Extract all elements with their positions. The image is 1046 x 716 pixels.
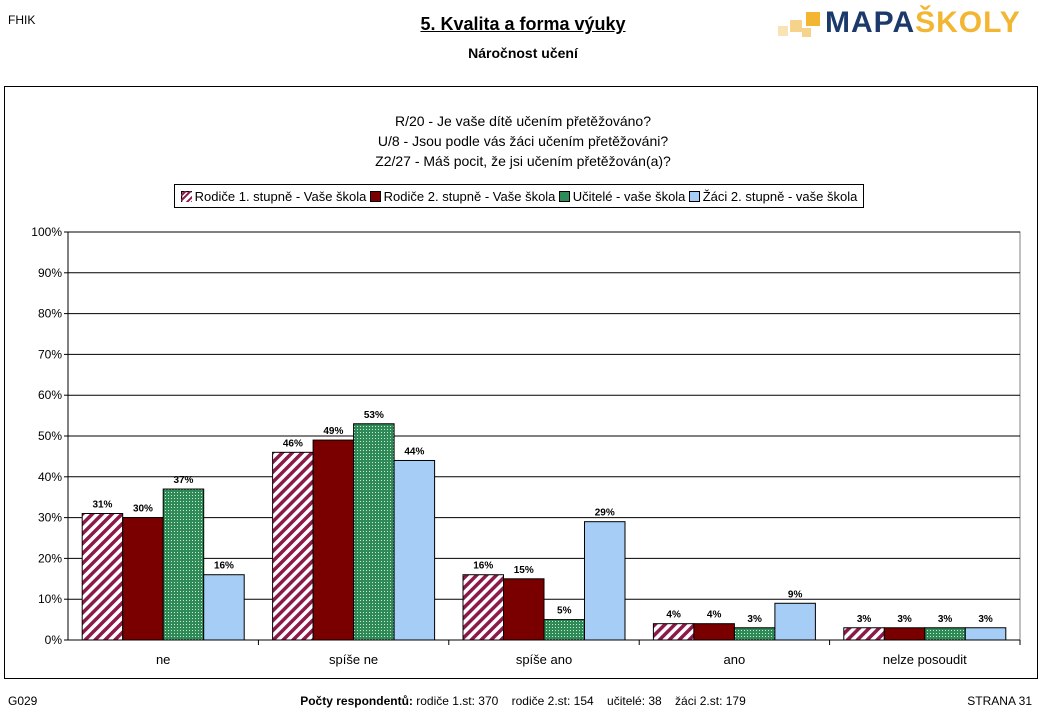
data-label: 4%	[707, 610, 722, 621]
page-number: STRANA 31	[967, 694, 1032, 708]
data-label: 46%	[283, 438, 303, 449]
data-label: 4%	[666, 610, 681, 621]
bar	[883, 627, 926, 641]
data-label: 3%	[978, 614, 993, 625]
chart-frame	[4, 86, 1038, 679]
logo-text-part1: MAPA	[825, 6, 916, 39]
bar	[353, 423, 395, 641]
page-title: 5. Kvalita a forma výuky	[0, 14, 1046, 35]
y-tick-label: 40%	[38, 470, 62, 484]
legend-item: Rodiče 1. stupně - Vaše škola	[180, 188, 367, 204]
data-label: 37%	[173, 475, 193, 486]
legend-label: Učitelé - vaše škola	[572, 188, 686, 204]
chart-title-line-3: Z2/27 - Máš pocit, že jsi učením přetěžo…	[375, 153, 671, 169]
bar	[162, 488, 205, 641]
logo-square-icon	[778, 26, 788, 36]
y-tick-label: 20%	[38, 551, 62, 565]
y-tick-label: 10%	[38, 592, 62, 606]
logo-square-icon	[806, 12, 820, 26]
bar	[693, 623, 735, 641]
legend-swatch-dotted-icon	[558, 190, 570, 202]
data-label: 16%	[214, 561, 234, 572]
legend-label: Žáci 2. stupně - vaše škola	[702, 188, 858, 204]
bar	[503, 578, 545, 641]
bar	[652, 623, 695, 641]
bar	[584, 521, 626, 641]
x-tick-label: nelze posoudit	[883, 652, 967, 667]
data-label: 49%	[323, 426, 343, 437]
data-label: 53%	[364, 410, 384, 421]
data-label: 3%	[747, 614, 762, 625]
chart-legend: Rodiče 1. stupně - Vaše škola Rodiče 2. …	[174, 184, 864, 208]
legend-item: Učitelé - vaše škola	[558, 188, 686, 204]
legend-item: Žáci 2. stupně - vaše škola	[688, 188, 858, 204]
data-label: 5%	[557, 606, 572, 617]
logo-text-part2: ŠKOLY	[915, 6, 1021, 39]
legend-label: Rodiče 2. stupně - Vaše škola	[383, 188, 556, 204]
bar	[774, 602, 816, 641]
y-tick-label: 100%	[31, 225, 62, 239]
logo: MAPAŠKOLY	[778, 6, 1032, 42]
data-label: 3%	[857, 614, 872, 625]
data-label: 30%	[133, 504, 153, 515]
legend-swatch-icon	[688, 190, 700, 202]
bar	[203, 574, 245, 641]
x-tick-label: ne	[156, 652, 170, 667]
bar	[272, 451, 314, 641]
data-label: 29%	[595, 508, 615, 519]
legend-swatch-stripes-icon	[180, 190, 192, 202]
x-tick-label: ano	[724, 652, 746, 667]
chart-title-line-1: R/20 - Je vaše dítě učením přetěžováno?	[394, 113, 652, 129]
bar	[543, 619, 585, 641]
y-tick-label: 80%	[38, 307, 62, 321]
legend-label: Rodiče 1. stupně - Vaše škola	[194, 188, 367, 204]
x-tick-label: spíše ne	[329, 652, 378, 667]
chart-title-line-2: U/8 - Jsou podle vás žáci učením přetěžo…	[377, 133, 669, 149]
legend-item: Rodiče 2. stupně - Vaše škola	[369, 188, 556, 204]
x-tick-label: spíše ano	[516, 652, 572, 667]
bar	[462, 574, 504, 641]
data-label: 44%	[404, 446, 424, 457]
y-tick-label: 30%	[38, 511, 62, 525]
bar	[312, 439, 355, 641]
school-code: FHIK	[8, 13, 36, 27]
bar	[964, 627, 1007, 641]
page-subtitle: Náročnost učení	[468, 45, 578, 61]
legend-swatch-icon	[369, 190, 381, 202]
y-tick-label: 50%	[38, 429, 62, 443]
page-title-text: 5. Kvalita a forma výuky	[420, 14, 626, 34]
bar	[81, 513, 124, 641]
data-label: 3%	[897, 614, 912, 625]
bar	[393, 459, 436, 641]
bar	[733, 627, 776, 641]
logo-square-icon	[790, 20, 802, 32]
y-tick-label: 90%	[38, 266, 62, 280]
logo-square-icon	[802, 28, 811, 37]
bar	[843, 627, 885, 641]
footer-code: G029	[8, 694, 38, 708]
respondent-counts-values: rodiče 1.st: 370 rodiče 2.st: 154 učitel…	[416, 694, 746, 708]
bar	[122, 517, 164, 641]
y-tick-label: 70%	[38, 347, 62, 361]
data-label: 31%	[92, 500, 112, 511]
data-label: 16%	[473, 561, 493, 572]
bar	[924, 627, 966, 641]
y-tick-label: 60%	[38, 388, 62, 402]
respondent-counts-label: Počty respondentů:	[300, 694, 413, 708]
y-tick-label: 0%	[45, 633, 63, 647]
data-label: 9%	[788, 589, 803, 600]
respondent-counts: Počty respondentů: rodiče 1.st: 370 rodi…	[0, 694, 1046, 708]
data-label: 3%	[938, 614, 953, 625]
data-label: 15%	[514, 565, 534, 576]
logo-text: MAPAŠKOLY	[825, 6, 1021, 40]
